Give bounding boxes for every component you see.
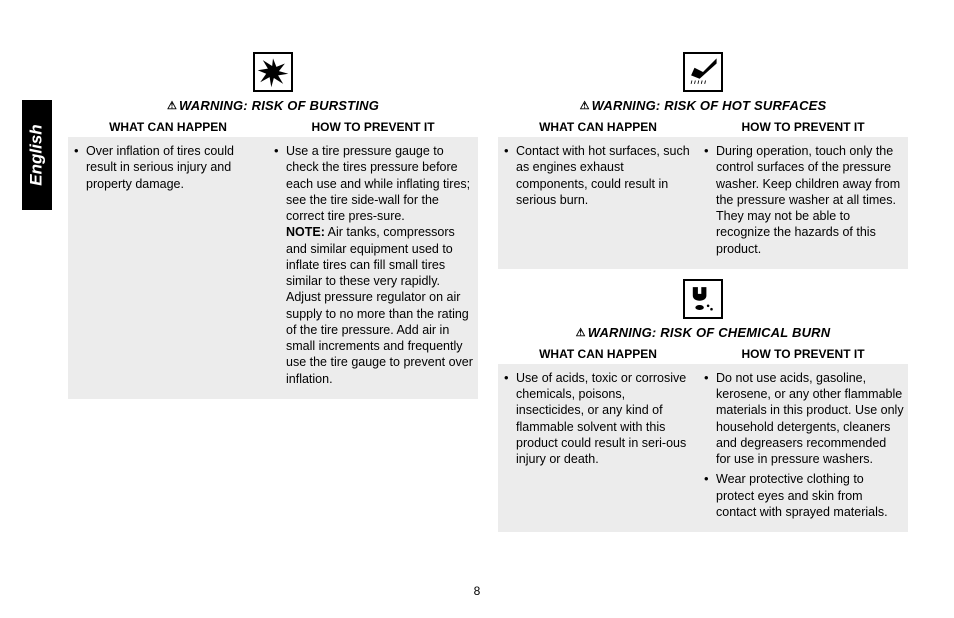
hot-prevent-cell: During operation, touch only the control… — [698, 137, 908, 269]
chemical-row: Use of acids, toxic or corrosive chemica… — [498, 364, 908, 532]
hot-row: Contact with hot surfaces, such as engin… — [498, 137, 908, 269]
header-prevent: HOW TO PREVENT IT — [698, 117, 908, 137]
bursting-headers: WHAT CAN HAPPEN HOW TO PREVENT IT — [68, 117, 478, 137]
burst-icon — [253, 52, 293, 92]
chemical-happen-cell: Use of acids, toxic or corrosive chemica… — [498, 364, 698, 532]
bursting-title: ⚠WARNING: RISK OF BURSTING — [68, 98, 478, 113]
header-happen: WHAT CAN HAPPEN — [498, 117, 698, 137]
warning-triangle-icon: ⚠ — [580, 100, 590, 112]
warning-triangle-icon: ⚠ — [167, 100, 177, 112]
chemical-icon — [683, 279, 723, 319]
language-tab: English — [22, 100, 52, 210]
header-happen: WHAT CAN HAPPEN — [498, 344, 698, 364]
header-happen: WHAT CAN HAPPEN — [68, 117, 268, 137]
bursting-prevent: Use a tire pressure gauge to check the t… — [272, 143, 474, 387]
chemical-section: ⚠WARNING: RISK OF CHEMICAL BURN WHAT CAN… — [498, 279, 908, 532]
chemical-happen: Use of acids, toxic or corrosive chemica… — [502, 370, 694, 468]
language-label: English — [27, 124, 47, 185]
bursting-row: Over inflation of tires could result in … — [68, 137, 478, 399]
left-column: ⚠WARNING: RISK OF BURSTING WHAT CAN HAPP… — [68, 52, 478, 542]
bursting-happen: Over inflation of tires could result in … — [72, 143, 264, 192]
chemical-title: ⚠WARNING: RISK OF CHEMICAL BURN — [498, 325, 908, 340]
page-number: 8 — [0, 584, 954, 598]
bursting-prevent-cell: Use a tire pressure gauge to check the t… — [268, 137, 478, 399]
warning-triangle-icon: ⚠ — [576, 327, 586, 339]
bursting-section: ⚠WARNING: RISK OF BURSTING WHAT CAN HAPP… — [68, 52, 478, 399]
hot-surface-icon — [683, 52, 723, 92]
hot-prevent: During operation, touch only the control… — [702, 143, 904, 257]
hot-title: ⚠WARNING: RISK OF HOT SURFACES — [498, 98, 908, 113]
chemical-prevent-2: Wear protective clothing to protect eyes… — [702, 471, 904, 520]
header-prevent: HOW TO PREVENT IT — [268, 117, 478, 137]
hot-happen: Contact with hot surfaces, such as engin… — [502, 143, 694, 208]
page-body: ⚠WARNING: RISK OF BURSTING WHAT CAN HAPP… — [68, 52, 908, 542]
right-column: ⚠WARNING: RISK OF HOT SURFACES WHAT CAN … — [498, 52, 908, 542]
bursting-happen-cell: Over inflation of tires could result in … — [68, 137, 268, 399]
hot-happen-cell: Contact with hot surfaces, such as engin… — [498, 137, 698, 269]
hot-section: ⚠WARNING: RISK OF HOT SURFACES WHAT CAN … — [498, 52, 908, 269]
chemical-prevent-1: Do not use acids, gasoline, kerosene, or… — [702, 370, 904, 468]
header-prevent: HOW TO PREVENT IT — [698, 344, 908, 364]
hot-headers: WHAT CAN HAPPEN HOW TO PREVENT IT — [498, 117, 908, 137]
chemical-prevent-cell: Do not use acids, gasoline, kerosene, or… — [698, 364, 908, 532]
chemical-headers: WHAT CAN HAPPEN HOW TO PREVENT IT — [498, 344, 908, 364]
